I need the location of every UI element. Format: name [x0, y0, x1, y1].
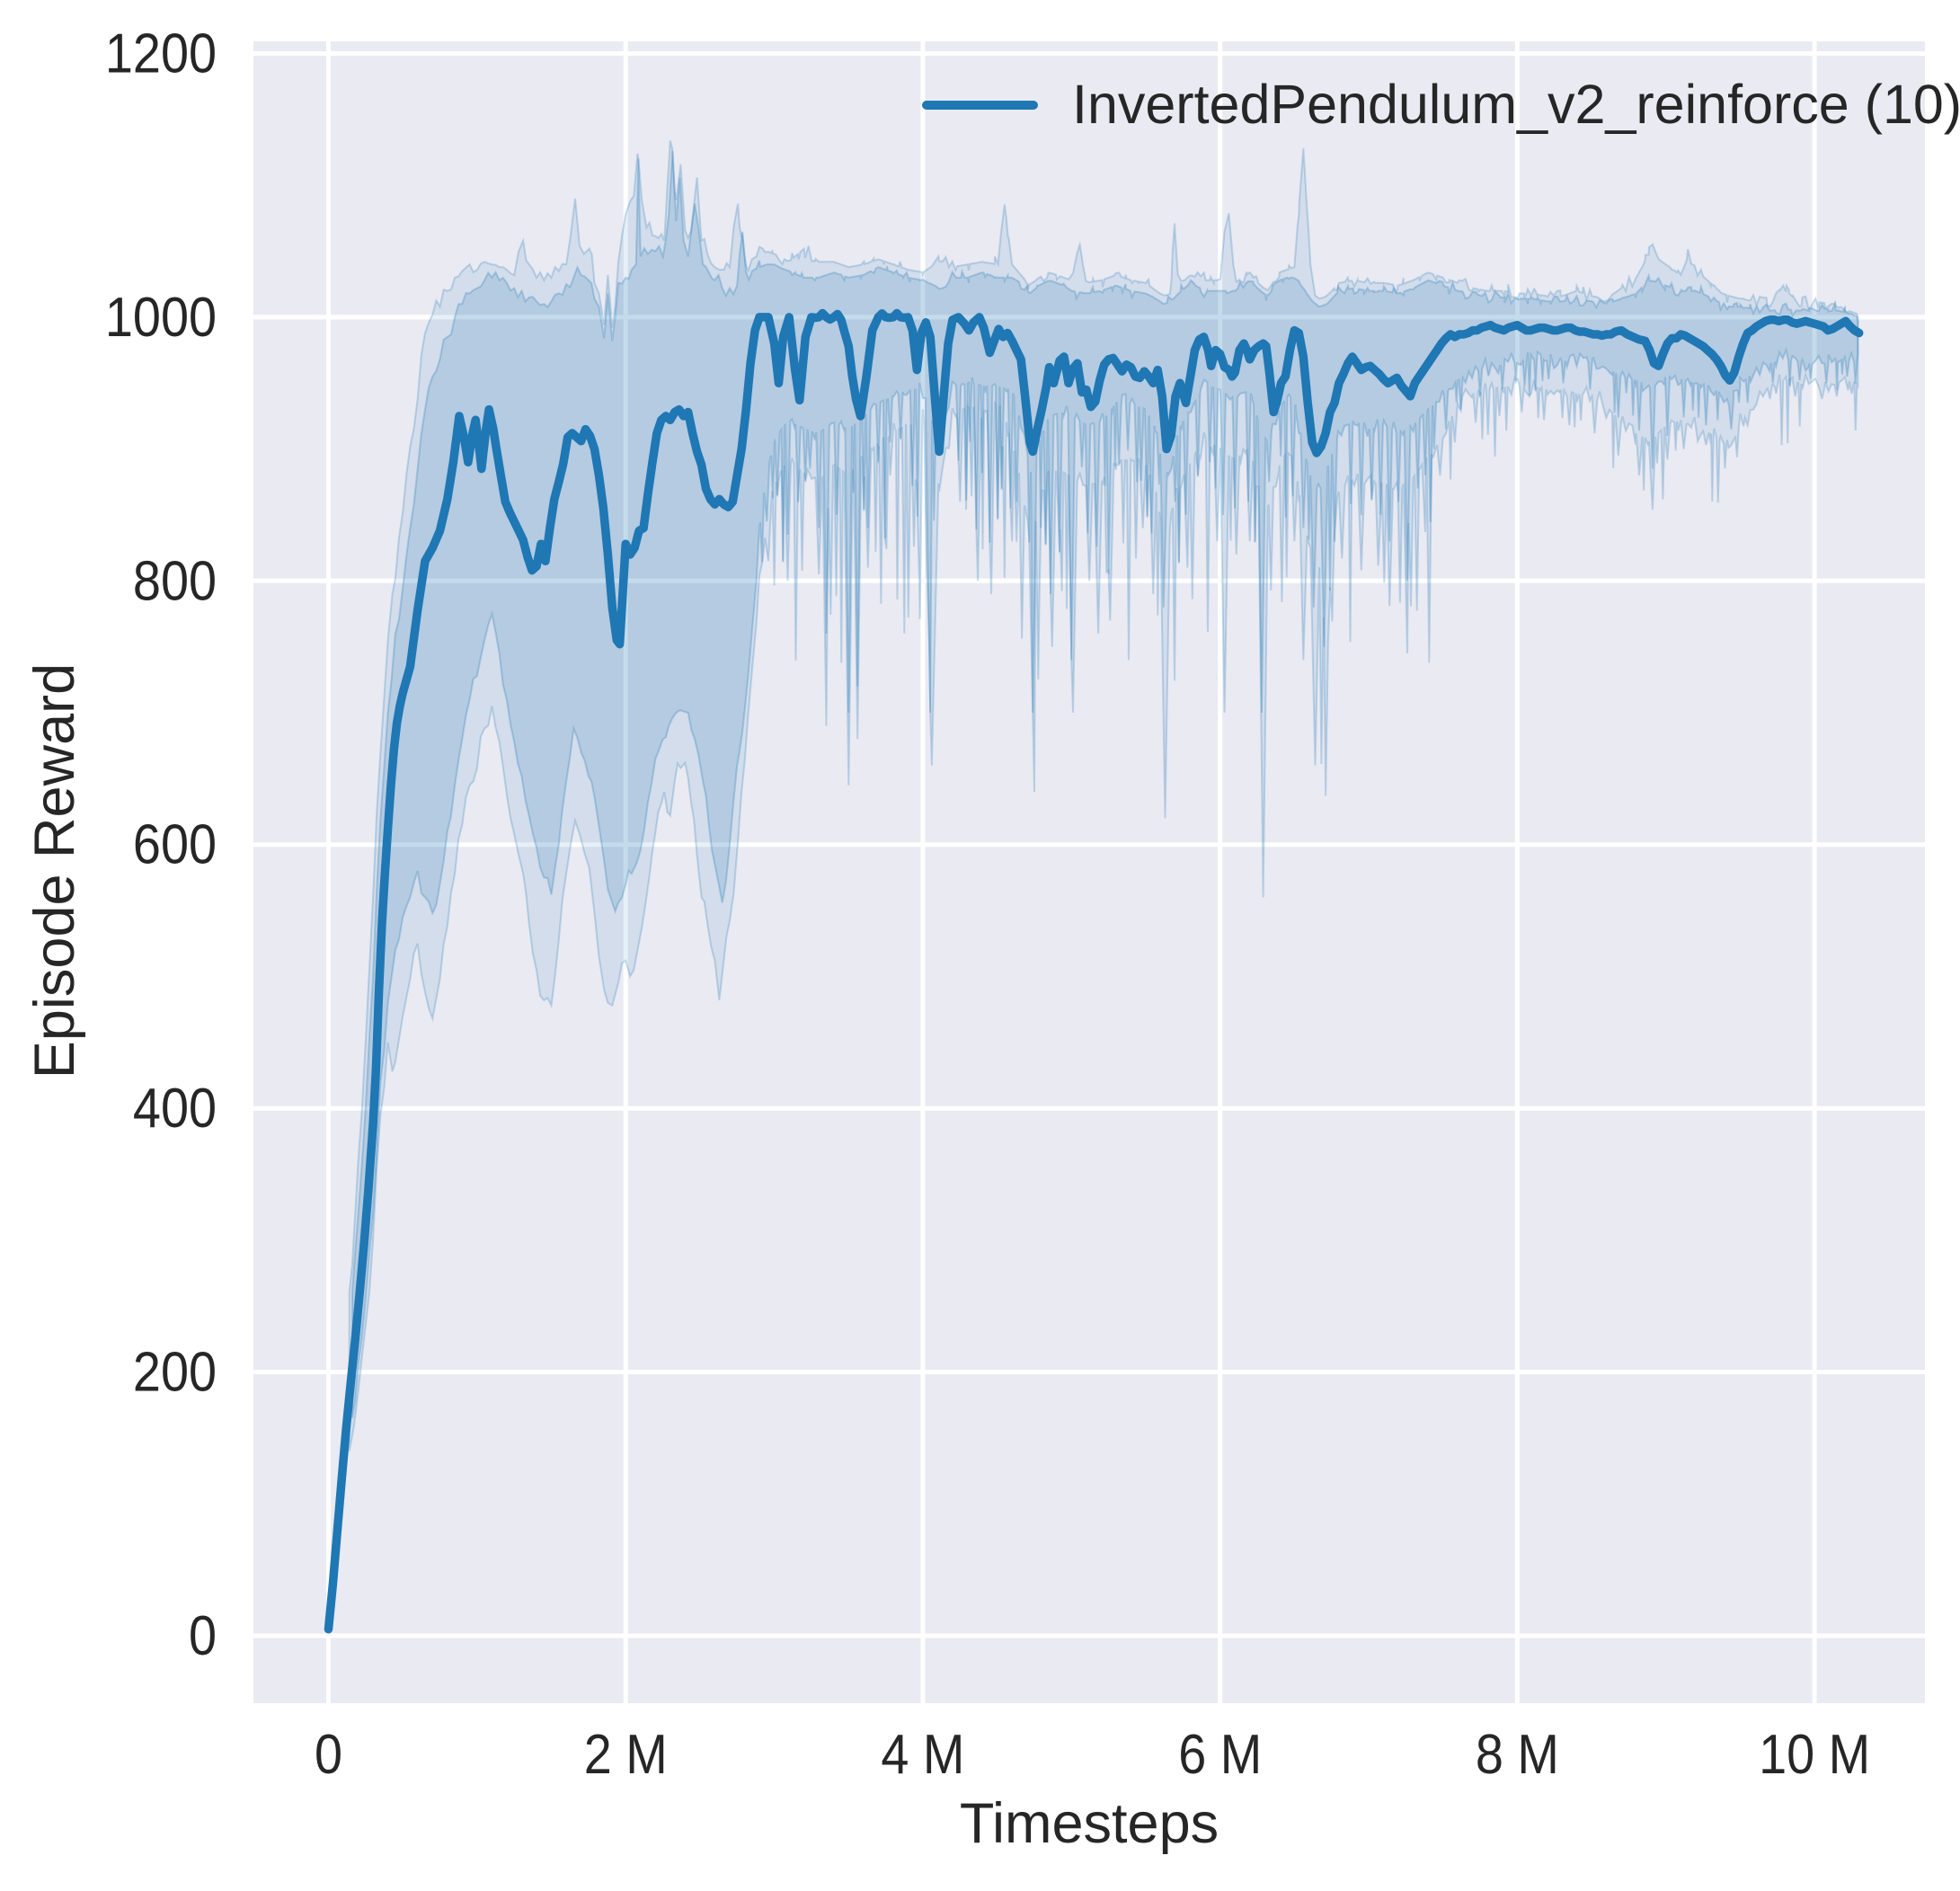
svg-text:Episode Reward: Episode Reward	[23, 663, 86, 1079]
svg-text:200: 200	[133, 1342, 217, 1403]
svg-text:800: 800	[133, 551, 217, 612]
svg-text:Timesteps: Timesteps	[960, 1792, 1219, 1855]
svg-text:1200: 1200	[105, 23, 217, 84]
svg-text:600: 600	[133, 814, 217, 875]
svg-text:2 M: 2 M	[584, 1724, 668, 1785]
svg-text:4 M: 4 M	[881, 1724, 964, 1785]
svg-text:6 M: 6 M	[1178, 1724, 1262, 1785]
svg-text:400: 400	[133, 1079, 217, 1140]
svg-text:0: 0	[315, 1724, 342, 1785]
svg-text:10 M: 10 M	[1759, 1724, 1870, 1785]
svg-text:InvertedPendulum_v2_reinforce: InvertedPendulum_v2_reinforce (10)	[1072, 74, 1960, 135]
svg-text:8 M: 8 M	[1476, 1724, 1559, 1785]
svg-text:0: 0	[189, 1605, 217, 1666]
svg-text:1000: 1000	[105, 287, 217, 348]
